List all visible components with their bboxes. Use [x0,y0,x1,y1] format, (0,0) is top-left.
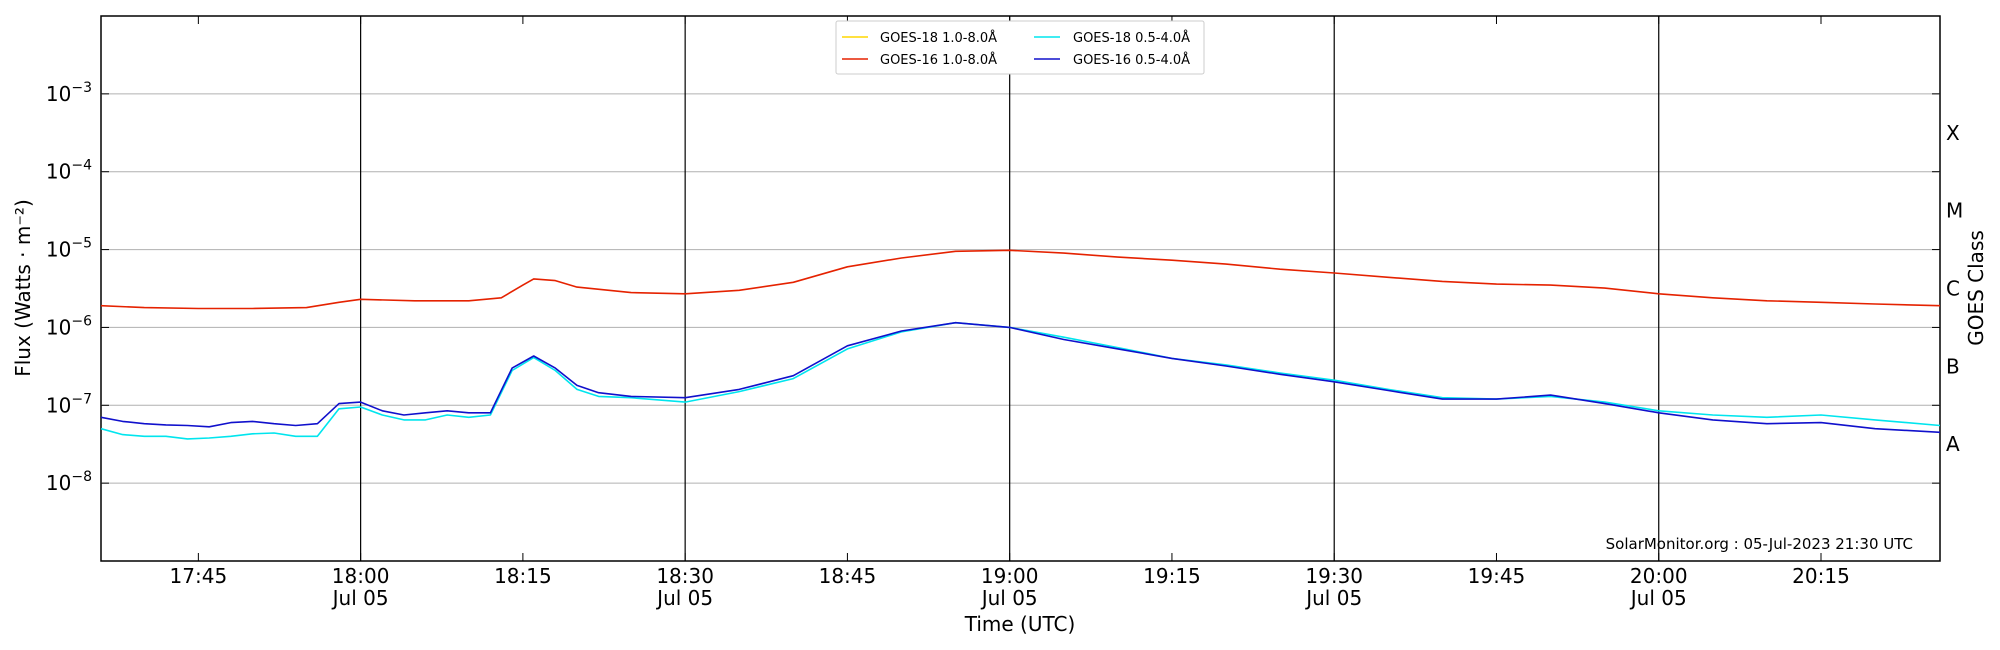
x-tick-label-1: 18:00 [332,564,390,588]
x-tick-label-4: 18:45 [819,564,877,588]
credit-text: SolarMonitor.org : 05-Jul-2023 21:30 UTC [1606,535,1913,553]
legend-label-goes16-long: GOES-16 1.0-8.0Å [880,52,997,68]
x-tick-label-5: 19:00 [981,564,1039,588]
legend-box [835,20,1205,75]
x-tick-label-3: 18:30 [656,564,714,588]
legend-label-goes18-short: GOES-18 0.5-4.0Å [1073,30,1190,46]
x-axis-label: Time (UTC) [964,612,1076,636]
plot-area [100,15,1941,562]
goes-class-C: C [1946,277,1960,301]
x-tick-date-7: Jul 05 [1304,586,1362,610]
x-tick-label-7: 19:30 [1305,564,1363,588]
vertical-lines [360,16,1660,561]
legend: GOES-18 1.0-8.0Å GOES-16 1.0-8.0Å GOES-1… [835,20,1205,75]
goes-class-X: X [1946,121,1960,145]
x-tick-date-1: Jul 05 [331,586,389,610]
x-tick-date-3: Jul 05 [655,586,713,610]
y-tick-label-1: 10−7 [46,391,92,417]
series-layer [100,249,1941,440]
x-tick-label-0: 17:45 [170,564,228,588]
y-tick-label-3: 10−5 [46,236,92,262]
y-tick-label-2: 10−6 [46,313,92,339]
y-tick-label-4: 10−4 [46,158,92,184]
y-axis-ticks: 10−8 10−7 10−6 10−5 10−4 10−3 [46,80,1940,495]
legend-label-goes18-long: GOES-18 1.0-8.0Å [880,30,997,46]
goes-class-labels: A B C M X [1946,121,1963,456]
x-tick-label-8: 19:45 [1468,564,1526,588]
legend-label-goes16-short: GOES-16 0.5-4.0Å [1073,52,1190,68]
x-tick-label-10: 20:15 [1792,564,1850,588]
y-tick-label-0: 10−8 [46,469,92,495]
series-line-3 [100,321,1941,434]
grid-layer [101,93,1940,484]
y2-axis-label: GOES Class [1964,230,1988,346]
y-axis-label: Flux (Watts · m⁻²) [11,199,35,377]
x-tick-label-6: 19:15 [1143,564,1201,588]
series-line-2 [100,249,1941,310]
x-tick-label-2: 18:15 [494,564,552,588]
y-tick-label-5: 10−3 [46,80,92,106]
goes-class-A: A [1946,432,1960,456]
goes-class-B: B [1946,354,1960,378]
x-tick-label-9: 20:00 [1630,564,1688,588]
x-tick-date-9: Jul 05 [1629,586,1687,610]
x-tick-date-5: Jul 05 [980,586,1038,610]
goes-class-M: M [1946,199,1963,223]
